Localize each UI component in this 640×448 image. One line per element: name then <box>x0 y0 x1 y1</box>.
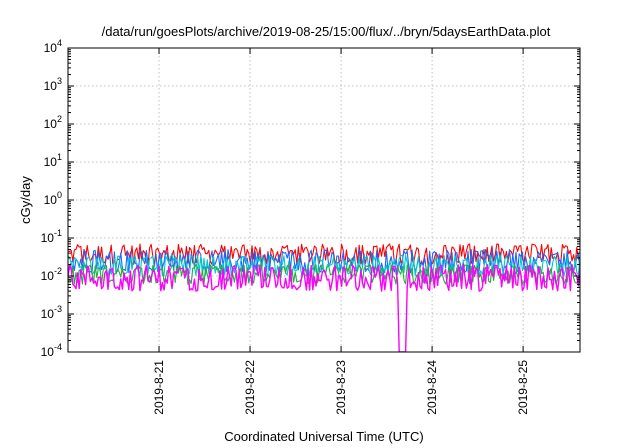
series-layer <box>68 243 580 352</box>
y-tick-label: 10-3 <box>41 304 62 321</box>
y-tick-label: 101 <box>44 152 62 169</box>
y-tick-label: 102 <box>44 114 62 131</box>
x-tick-label: 2019-8-23 <box>334 360 348 415</box>
y-tick-label: 103 <box>44 76 62 93</box>
y-tick-label: 10-4 <box>41 342 62 359</box>
y-tick-label: 104 <box>44 38 62 55</box>
y-tick-label: 10-2 <box>41 266 62 283</box>
x-tick-label: 2019-8-21 <box>152 360 166 415</box>
x-tick-label: 2019-8-25 <box>516 360 530 415</box>
grid-layer <box>68 48 580 352</box>
y-axis-label: cGy/day <box>18 176 33 224</box>
y-axis: 10-4 10-3 10-2 10-1 100 101 102 103 104 <box>41 38 580 359</box>
x-axis-label: Coordinated Universal Time (UTC) <box>224 429 423 444</box>
y-tick-label: 100 <box>44 190 62 207</box>
series-line-5 <box>68 263 580 352</box>
chart-title: /data/run/goesPlots/archive/2019-08-25/1… <box>102 24 551 39</box>
x-tick-label: 2019-8-22 <box>243 360 257 415</box>
x-axis: 2019-8-21 2019-8-22 2019-8-23 2019-8-24 2019… <box>152 48 530 415</box>
x-tick-label: 2019-8-24 <box>425 360 439 415</box>
y-tick-label: 10-1 <box>41 228 62 245</box>
